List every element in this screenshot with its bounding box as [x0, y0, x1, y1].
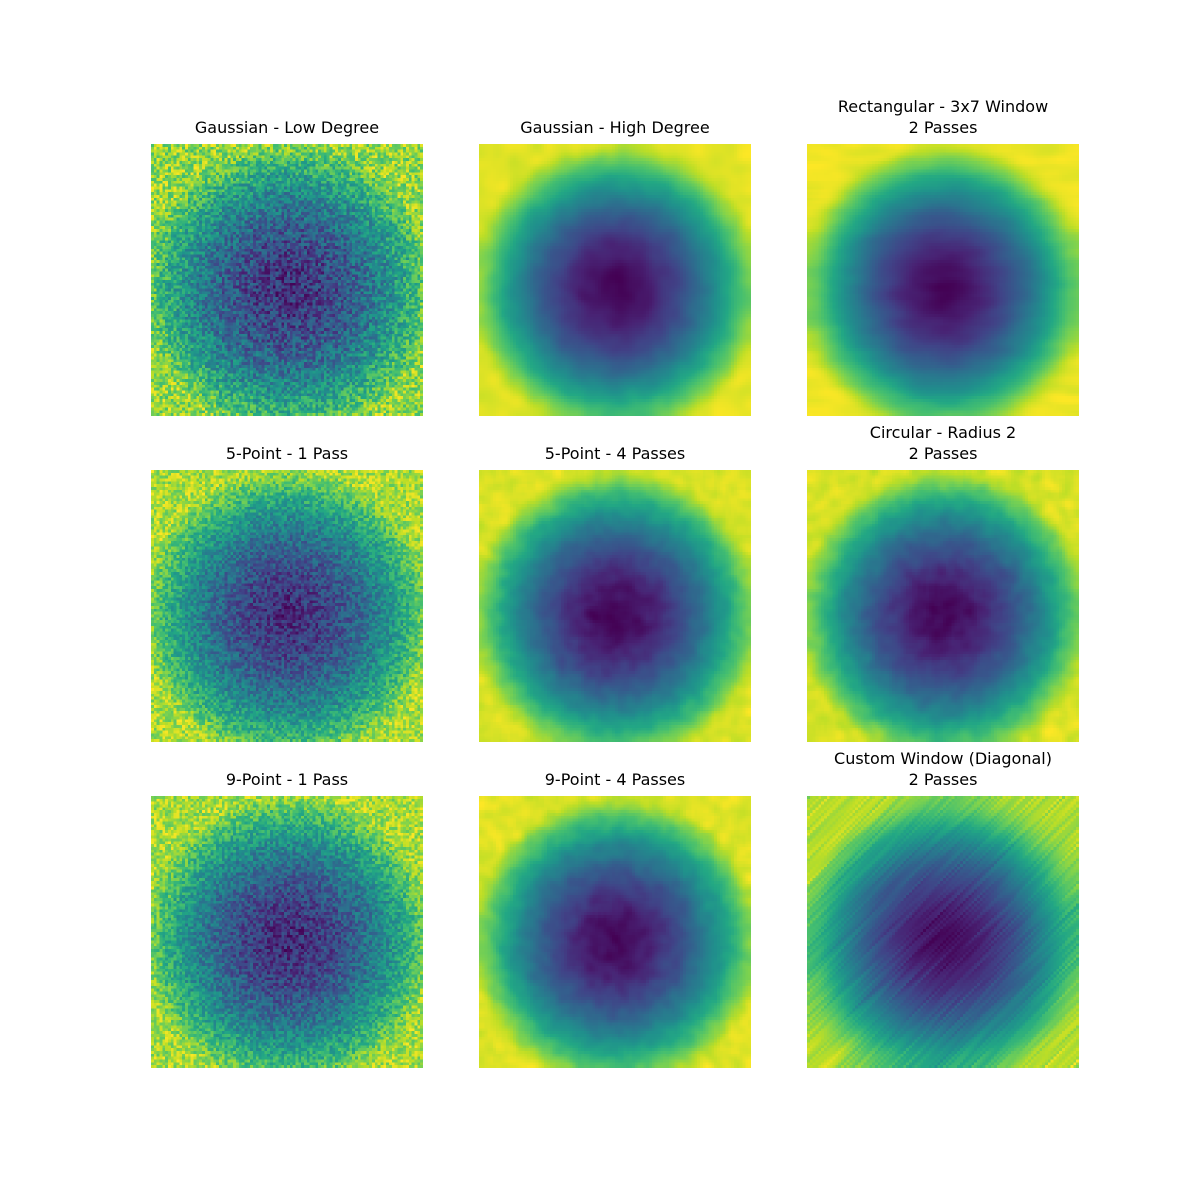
heatmap-panel	[807, 144, 1079, 416]
heatmap-panel	[479, 144, 751, 416]
panel-title-line: 9-Point - 1 Pass	[225, 770, 349, 789]
heatmap-panel	[151, 470, 423, 742]
panel-title-line: Gaussian - Low Degree	[194, 118, 380, 137]
panel-title: 9-Point - 4 Passes	[445, 769, 785, 790]
panel-title-line: 2 Passes	[908, 118, 978, 137]
panel-title-line: 9-Point - 4 Passes	[544, 770, 686, 789]
panel-title: 5-Point - 1 Pass	[117, 443, 457, 464]
heatmap-panel	[479, 470, 751, 742]
panel-title-line: Custom Window (Diagonal)	[834, 749, 1052, 768]
panel-title: Circular - Radius 2 2 Passes	[773, 422, 1113, 464]
heatmap-image	[151, 796, 423, 1068]
heatmap-panel	[807, 796, 1079, 1068]
panel-title: 9-Point - 1 Pass	[117, 769, 457, 790]
heatmap-image	[479, 796, 751, 1068]
heatmap-panel	[151, 796, 423, 1068]
panel-title-line: 2 Passes	[908, 770, 978, 789]
panel-title: Gaussian - High Degree	[445, 117, 785, 138]
panel-title: Gaussian - Low Degree	[117, 117, 457, 138]
heatmap-image	[479, 144, 751, 416]
panel-title-line: Circular - Radius 2	[869, 423, 1017, 442]
heatmap-image	[479, 470, 751, 742]
panel-title: Custom Window (Diagonal) 2 Passes	[773, 748, 1113, 790]
panel-title: Rectangular - 3x7 Window 2 Passes	[773, 96, 1113, 138]
panel-title-line: 5-Point - 1 Pass	[225, 444, 349, 463]
panel-title: 5-Point - 4 Passes	[445, 443, 785, 464]
panel-title-line: 5-Point - 4 Passes	[544, 444, 686, 463]
heatmap-image	[807, 470, 1079, 742]
panel-title-line: Rectangular - 3x7 Window	[837, 97, 1049, 116]
heatmap-image	[151, 144, 423, 416]
heatmap-image	[151, 470, 423, 742]
panel-title-line: 2 Passes	[908, 444, 978, 463]
heatmap-image	[807, 796, 1079, 1068]
heatmap-panel	[479, 796, 751, 1068]
panel-title-line: Gaussian - High Degree	[520, 118, 710, 137]
heatmap-image	[807, 144, 1079, 416]
heatmap-panel	[151, 144, 423, 416]
heatmap-panel	[807, 470, 1079, 742]
